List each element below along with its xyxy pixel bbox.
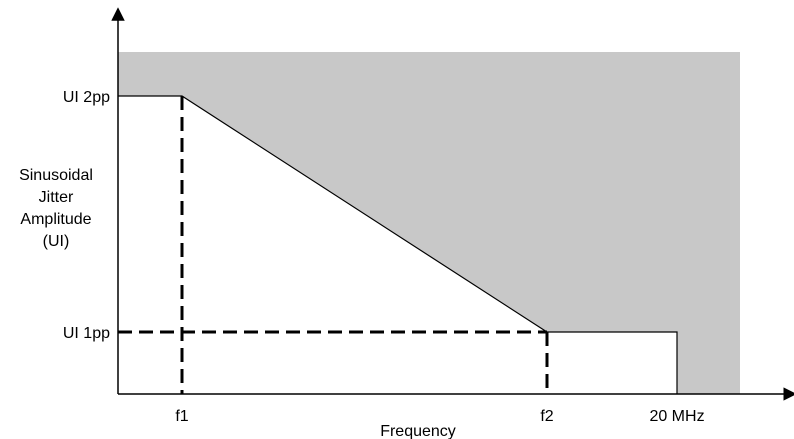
y-axis-label-line-4: (UI) bbox=[43, 233, 70, 250]
x-axis-label: Frequency bbox=[380, 423, 456, 439]
x-tick-label-20-mhz: 20 MHz bbox=[649, 408, 704, 425]
y-axis-label-line-3: Amplitude bbox=[20, 211, 91, 228]
y-tick-label-ui-1pp: UI 1pp bbox=[63, 325, 110, 342]
y-axis-label-line-2: Jitter bbox=[39, 189, 74, 206]
shaded-exclusion-region bbox=[118, 52, 740, 394]
y-axis-label-line-1: Sinusoidal bbox=[19, 167, 93, 184]
y-tick-label-ui-2pp: UI 2pp bbox=[63, 89, 110, 106]
x-tick-label-f2: f2 bbox=[540, 408, 553, 425]
x-tick-label-f1: f1 bbox=[175, 408, 188, 425]
